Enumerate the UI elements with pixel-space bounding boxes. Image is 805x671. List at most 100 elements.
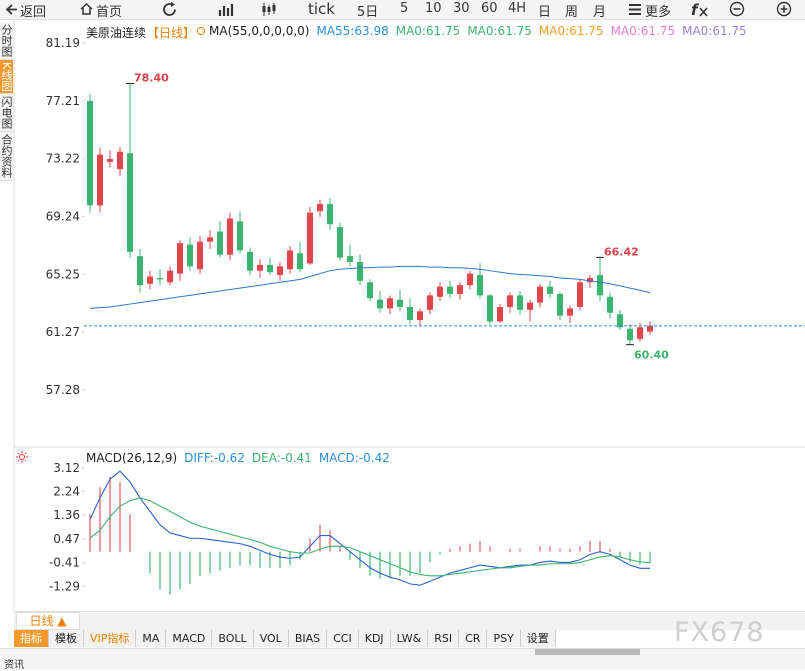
y-tick-label: 57.28 [46, 383, 80, 397]
zoom-out-button[interactable] [729, 1, 746, 18]
period-option[interactable]: 60 [481, 1, 498, 16]
indicator-tabs: 指标 模板 VIP指标 MA MACD BOLL VOL BIAS CCI KDJ LW& RSI CR… [14, 630, 556, 647]
chart: 81.1977.2173.2269.2465.2561.2757.282025/… [13, 20, 805, 611]
candle-body [527, 302, 533, 310]
date-axis-bar [14, 611, 805, 630]
candle-body [177, 243, 183, 274]
period-option[interactable]: 月 [593, 5, 607, 20]
indicator-tab[interactable]: VIP指标 [84, 630, 137, 647]
candle-body [297, 253, 303, 270]
period-option[interactable]: 4H [508, 1, 527, 16]
indicator-tab[interactable]: BIAS [289, 630, 328, 647]
candle-body [347, 256, 353, 262]
candle-body [317, 203, 323, 212]
y-tick-label: 2.24 [53, 485, 80, 499]
price-header: 美原油连续 【日线】 MA(55,0,0,0,0,0) MA55:63.98 MA… [86, 24, 747, 41]
candle-body [97, 154, 103, 206]
period-option[interactable]: 日 [538, 5, 552, 20]
indicator-tab[interactable]: 指标 [14, 630, 49, 647]
indicator-tab[interactable]: 设置 [521, 630, 556, 647]
sidebar-tab[interactable]: K线图 [0, 60, 13, 95]
sidebar-tab[interactable]: 合约资料 [0, 132, 13, 182]
period-option[interactable]: 30 [453, 1, 470, 16]
macd-header: MACD(26,12,9) DIFF:-0.62 DEA:-0.41 MACD:-0… [86, 451, 390, 465]
candle-body [137, 256, 143, 286]
candle-body [107, 158, 113, 162]
indicator-tab[interactable]: RSI [428, 630, 460, 647]
candle-body [217, 231, 223, 255]
annotation-label: 66.42 [604, 245, 639, 258]
indicator-tab[interactable]: CCI [327, 630, 359, 647]
candle-button[interactable] [260, 2, 278, 17]
candle-body [247, 251, 253, 271]
indicator-tab[interactable]: BOLL [212, 630, 254, 647]
legend-entry: MACD:-0.42 [318, 451, 390, 465]
period-option[interactable]: 10 [425, 1, 442, 16]
candle-body [647, 325, 653, 332]
scroll-handle[interactable] [535, 649, 640, 655]
candle-body [187, 244, 193, 267]
candle-body [487, 295, 493, 322]
candle-body [517, 295, 523, 310]
candle-body [587, 277, 593, 283]
home-icon [80, 3, 93, 15]
dea-line [89, 497, 651, 577]
indicator-tab[interactable]: LW& [391, 630, 429, 647]
home-button[interactable]: 首页 [96, 5, 123, 20]
candle-body [337, 227, 343, 258]
period-button[interactable]: 日线 ▲ [16, 612, 80, 630]
menu-icon [629, 4, 641, 15]
chart-type-button[interactable] [218, 2, 236, 17]
indicator-tab[interactable]: 模板 [49, 630, 84, 647]
candle-body [397, 299, 403, 307]
legend-entry: DEA:-0.41 [251, 451, 312, 465]
y-tick-label: -1.29 [49, 579, 80, 593]
candle-body [507, 295, 513, 307]
indicator-tab[interactable]: MACD [166, 630, 213, 647]
candle-body [307, 212, 313, 264]
period-option[interactable]: tick [308, 0, 335, 18]
candle-body [627, 328, 633, 341]
sidebar-tab[interactable]: 分时图 [0, 22, 13, 60]
y-tick-label: 77.21 [46, 94, 80, 108]
footer-bar [0, 648, 805, 670]
footer-text[interactable]: 资讯 [4, 660, 24, 671]
formula-button[interactable]: f [690, 1, 710, 18]
indicator-tab[interactable]: PSY [487, 630, 521, 647]
more-button[interactable]: 更多 [645, 5, 672, 20]
candle-body [287, 250, 293, 270]
watermark: FX678 [674, 617, 765, 648]
candle-body [437, 286, 443, 297]
y-tick-label: 73.22 [46, 152, 80, 166]
sidebar-tab[interactable]: 闪电图 [0, 94, 13, 133]
candle-body [407, 306, 413, 321]
legend-entry: MA0:61.75 [467, 24, 532, 38]
annotation-label: 78.40 [134, 72, 169, 85]
y-tick-label: 65.25 [46, 267, 80, 281]
diff-line [89, 470, 650, 586]
settings-icon[interactable] [196, 24, 206, 36]
indicator-tab[interactable]: MA [136, 630, 167, 647]
zoom-in-button[interactable] [776, 1, 793, 18]
legend-entry: MA0:61.75 [682, 24, 747, 38]
period-option[interactable]: 周 [565, 5, 579, 20]
candle-body [417, 311, 423, 321]
candle-body [537, 286, 543, 303]
ma-line [89, 265, 651, 309]
instrument-title: 美原油连续 [86, 26, 147, 40]
back-button[interactable]: 返回 [20, 5, 47, 20]
y-tick-label: 61.27 [46, 325, 80, 339]
candle-body [237, 221, 243, 251]
candle-body [387, 298, 393, 309]
refresh-button[interactable] [162, 2, 178, 17]
candle-body [617, 314, 623, 328]
indicator-tab[interactable]: CR [459, 630, 488, 647]
candle-body [207, 237, 213, 242]
period-option[interactable]: 5 [400, 1, 409, 16]
macd-icon [16, 451, 28, 463]
indicator-tab[interactable]: KDJ [359, 630, 391, 647]
indicator-tab[interactable]: VOL [254, 630, 289, 647]
period-option[interactable]: 5日 [357, 5, 379, 20]
candle-body [127, 153, 133, 252]
